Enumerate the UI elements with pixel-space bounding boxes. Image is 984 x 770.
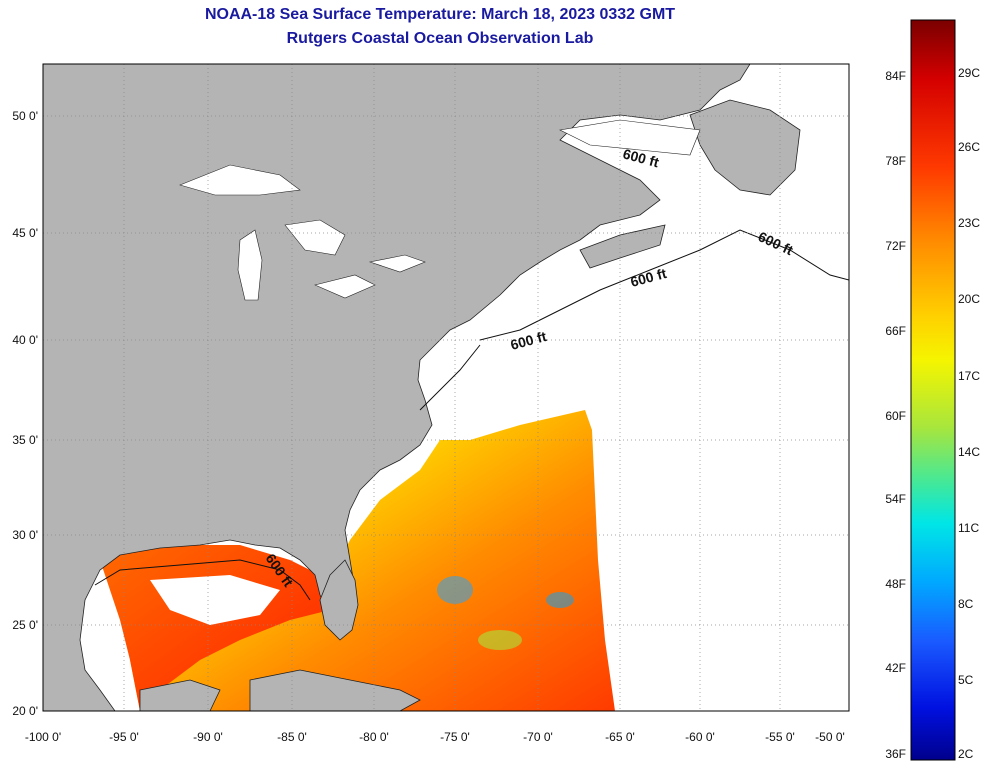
latitude-label: 45 0' [12, 226, 38, 240]
colorbar [910, 19, 956, 761]
longitude-label: -55 0' [765, 730, 795, 744]
longitude-label: -70 0' [523, 730, 553, 744]
colorbar-fahrenheit-label: 60F [885, 409, 906, 423]
land-newfoundland [689, 99, 801, 196]
isobath-600ft-north [479, 229, 849, 341]
cool-patch [478, 630, 522, 650]
colorbar-celsius-label: 2C [958, 747, 974, 761]
latitude-label: 35 0' [12, 433, 38, 447]
longitude-label: -75 0' [440, 730, 470, 744]
colorbar-fahrenheit-label: 78F [885, 154, 906, 168]
colorbar-celsius-label: 14C [958, 445, 980, 459]
land-cuba [249, 669, 421, 711]
colorbar-fahrenheit-label: 72F [885, 239, 906, 253]
latitude-label: 25 0' [12, 618, 38, 632]
colorbar-celsius-label: 26C [958, 140, 980, 154]
latitude-label: 20 0' [12, 704, 38, 718]
latitude-label: 40 0' [12, 333, 38, 347]
colorbar-fahrenheit-label: 66F [885, 324, 906, 338]
longitude-label: -90 0' [193, 730, 223, 744]
lake-erie [314, 274, 376, 299]
colorbar-fahrenheit-label: 36F [885, 747, 906, 761]
colorbar-celsius-label: 8C [958, 597, 974, 611]
longitude-label: -60 0' [685, 730, 715, 744]
isobath-600ft-midatlantic [419, 344, 481, 411]
gulf-cloud-patch [150, 575, 280, 625]
map-area [43, 64, 849, 711]
map-border [42, 63, 850, 712]
longitude-label: -50 0' [815, 730, 845, 744]
lake-superior [179, 164, 301, 196]
longitude-label: -80 0' [359, 730, 389, 744]
lake-ontario [368, 254, 426, 273]
lake-michigan [237, 229, 263, 301]
colorbar-fahrenheit-label: 54F [885, 492, 906, 506]
colorbar-celsius-label: 17C [958, 369, 980, 383]
longitude-label: -100 0' [25, 730, 61, 744]
colorbar-celsius-label: 20C [958, 292, 980, 306]
cool-patch [437, 576, 473, 604]
colorbar-celsius-label: 5C [958, 673, 974, 687]
isobath-600ft-gulf [94, 559, 311, 601]
colorbar-celsius-label: 23C [958, 216, 980, 230]
colorbar-fahrenheit-label: 42F [885, 661, 906, 675]
colorbar-celsius-label: 29C [958, 66, 980, 80]
latitude-label: 50 0' [12, 109, 38, 123]
longitude-label: -85 0' [277, 730, 307, 744]
longitude-label: -95 0' [109, 730, 139, 744]
longitude-labels: -100 0' -95 0' -90 0' -85 0' -80 0' -75 0' -70… [25, 730, 845, 744]
colorbar-fahrenheit-label: 48F [885, 577, 906, 591]
colorbar-fahrenheit-label: 84F [885, 69, 906, 83]
land-florida [319, 559, 359, 641]
longitude-label: -65 0' [605, 730, 635, 744]
lake-huron [284, 219, 346, 256]
land-nova-scotia [579, 224, 666, 269]
latitude-label: 30 0' [12, 528, 38, 542]
cool-patch [546, 592, 574, 608]
colorbar-labels: 84F 78F 72F 66F 60F 54F 48F 42F 36F 29C 26C 23C 20C 1… [885, 66, 980, 761]
title-line-1: NOAA-18 Sea Surface Temperature: March 1… [204, 6, 676, 23]
colorbar-celsius-label: 11C [958, 521, 979, 535]
latitude-labels: 20 0' 25 0' 30 0' 35 0' 40 0' 45 0' 50 0' [12, 109, 38, 718]
title-line-2: Rutgers Coastal Ocean Observation Lab [286, 30, 594, 47]
land-north-america [43, 64, 751, 711]
land-yucatan [139, 679, 221, 711]
